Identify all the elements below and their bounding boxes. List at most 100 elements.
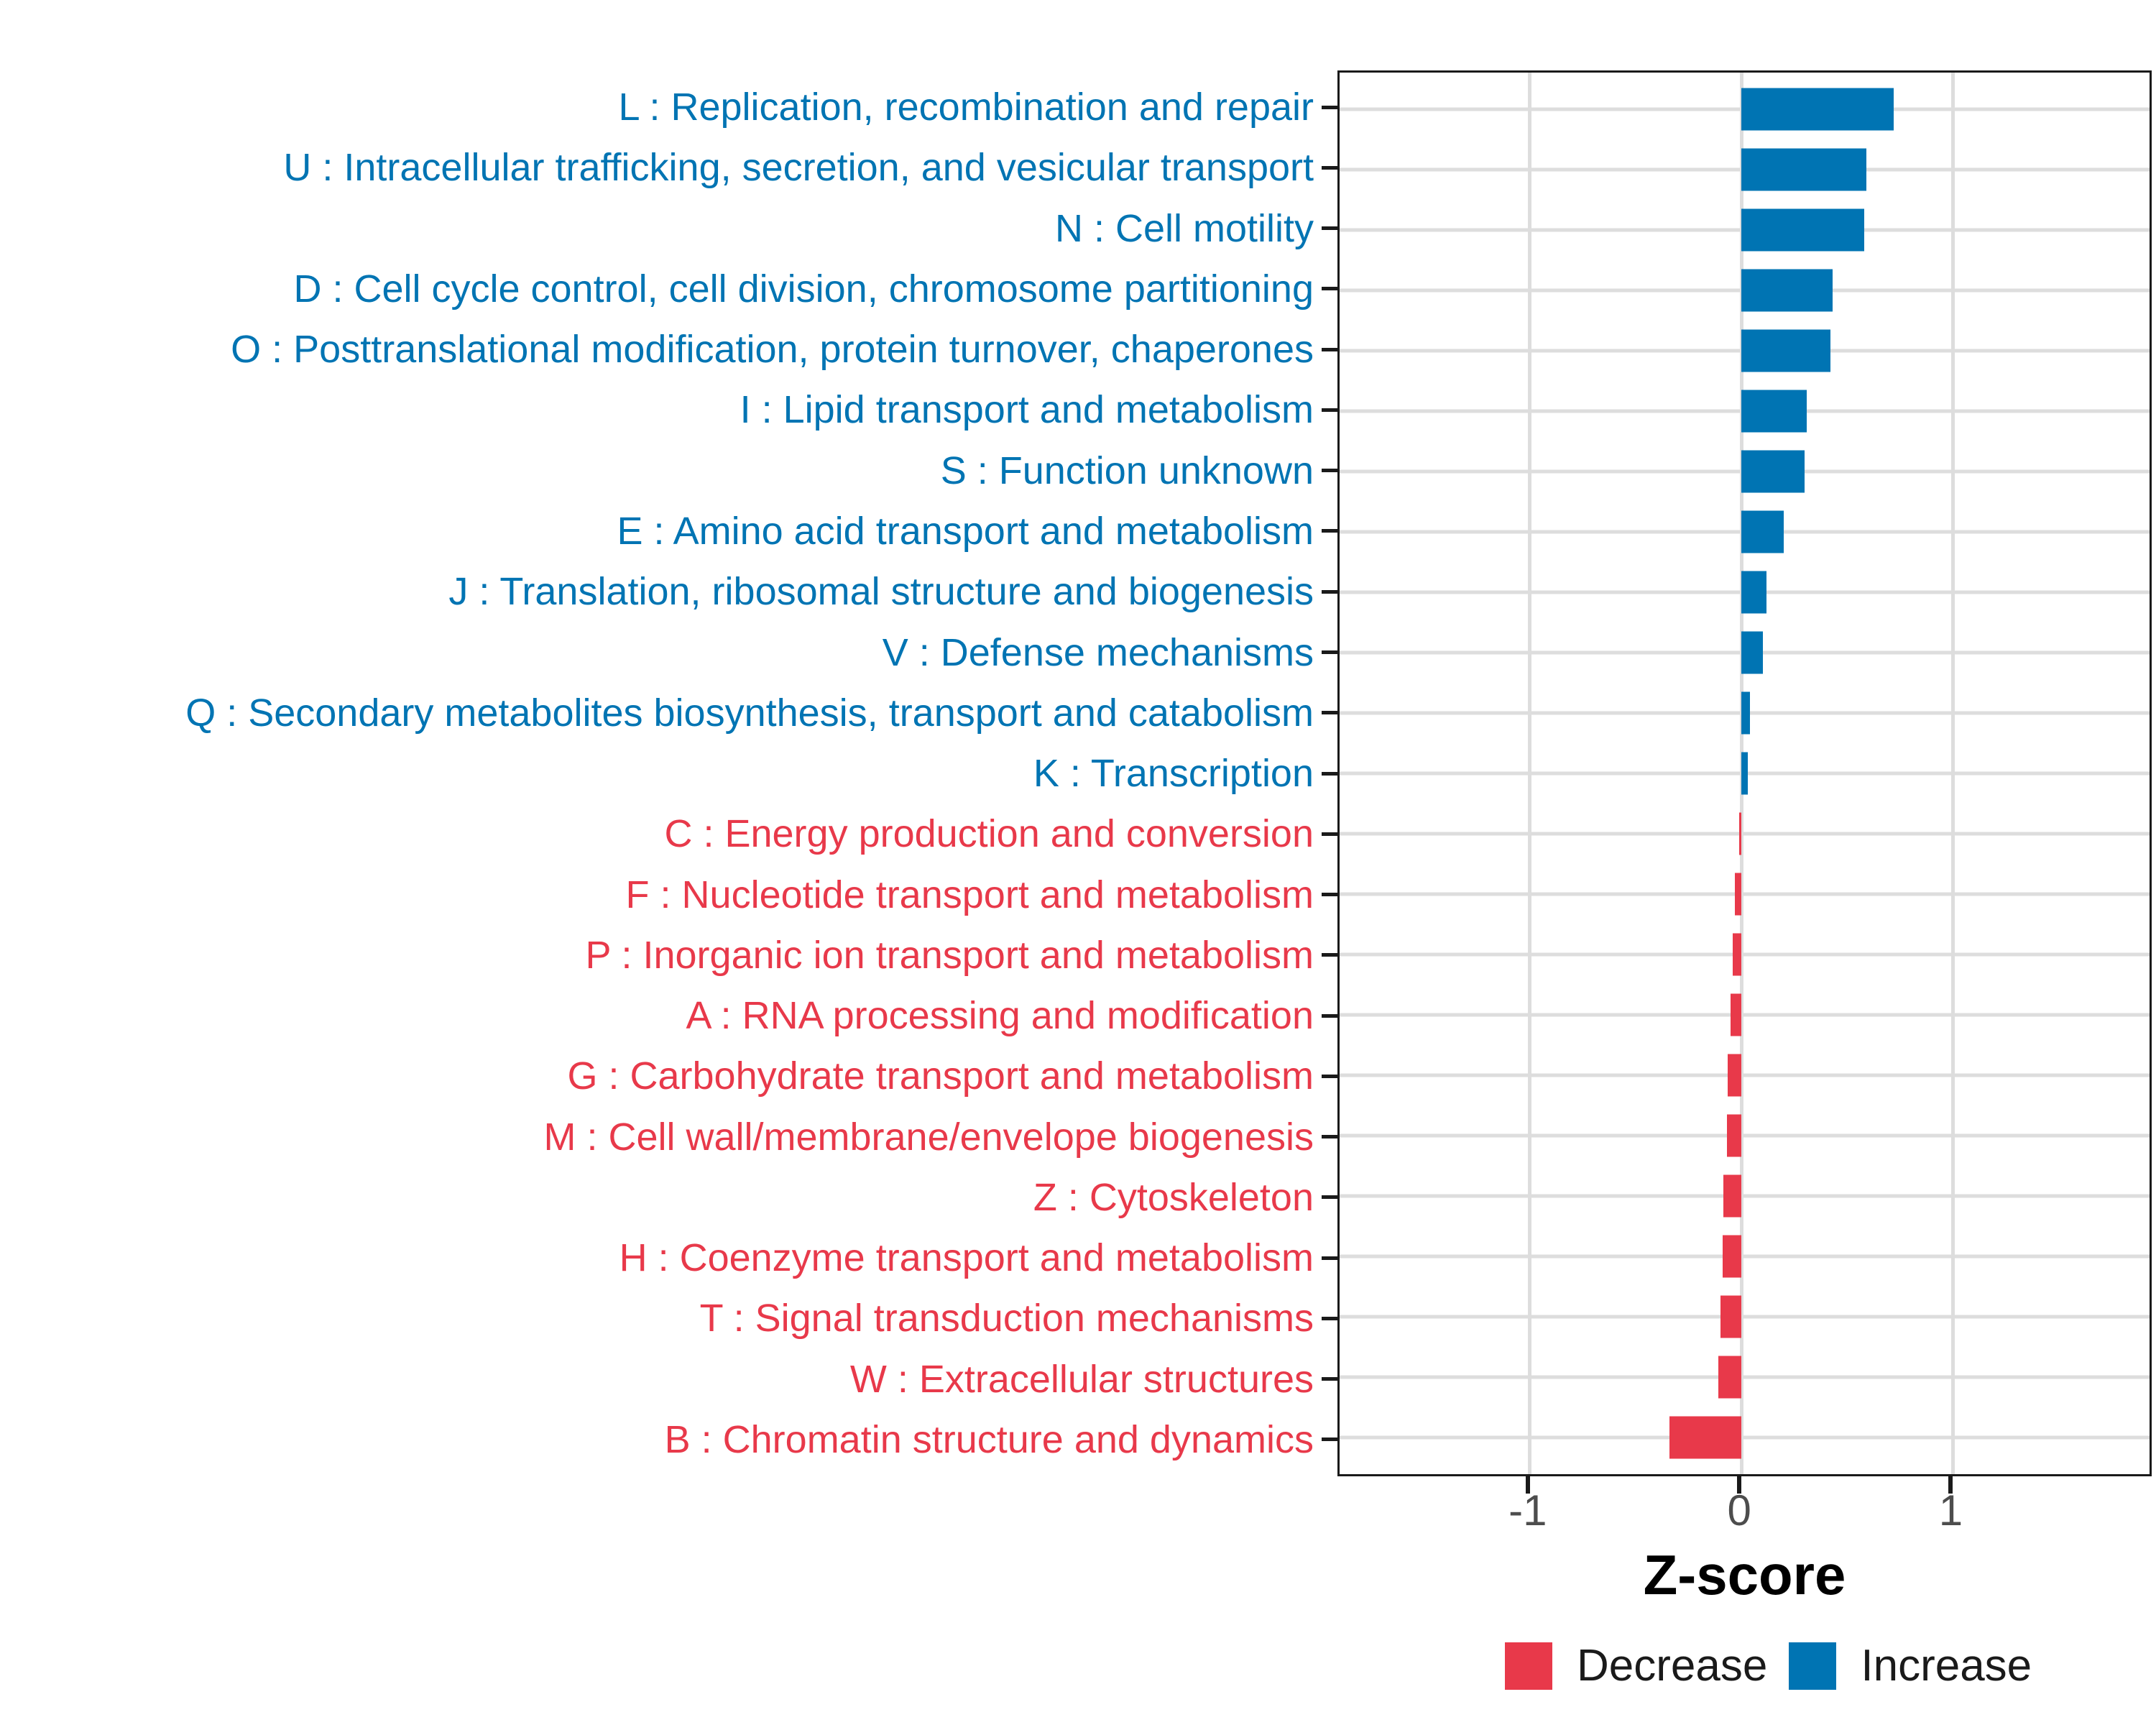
legend-key-increase <box>1789 1642 1837 1690</box>
bar-S <box>1741 450 1805 493</box>
gridline-row-M <box>1340 1133 2150 1138</box>
category-label-row-K: K : Transcription <box>0 743 1314 804</box>
bar-row-D <box>1340 260 2150 321</box>
bar-row-T <box>1340 1287 2150 1347</box>
category-label-row-M: M : Cell wall/membrane/envelope biogenes… <box>0 1107 1314 1167</box>
y-tick-L <box>1322 105 1337 109</box>
bar-row-K <box>1340 743 2150 804</box>
bar-row-S <box>1340 441 2150 502</box>
gridline-row-A <box>1340 1013 2150 1017</box>
y-tick-H <box>1322 1256 1337 1260</box>
bar-rows <box>1340 73 2150 1474</box>
bar-row-H <box>1340 1226 2150 1287</box>
bar-Z <box>1723 1174 1742 1218</box>
category-label-E: E : Amino acid transport and metabolism <box>617 509 1314 553</box>
category-label-V: V : Defense mechanisms <box>882 630 1314 674</box>
y-tick-W <box>1322 1377 1337 1381</box>
category-label-row-Q: Q : Secondary metabolites biosynthesis, … <box>0 683 1314 743</box>
category-label-row-C: C : Energy production and conversion <box>0 804 1314 864</box>
bar-D <box>1741 269 1833 312</box>
bar-K <box>1741 752 1748 795</box>
bar-row-C <box>1340 804 2150 864</box>
category-label-K: K : Transcription <box>1033 752 1314 796</box>
category-label-row-B: B : Chromatin structure and dynamics <box>0 1409 1314 1470</box>
category-label-row-N: N : Cell motility <box>0 198 1314 259</box>
category-label-row-O: O : Posttranslational modification, prot… <box>0 319 1314 380</box>
category-label-F: F : Nucleotide transport and metabolism <box>625 873 1314 916</box>
bar-G <box>1728 1054 1742 1097</box>
bar-B <box>1669 1416 1742 1459</box>
category-label-row-G: G : Carbohydrate transport and metabolis… <box>0 1046 1314 1106</box>
bar-row-A <box>1340 985 2150 1045</box>
bar-row-G <box>1340 1045 2150 1105</box>
category-label-U: U : Intracellular trafficking, secretion… <box>283 146 1314 190</box>
x-tick--1 <box>1525 1476 1530 1494</box>
category-label-L: L : Replication, recombination and repai… <box>618 86 1314 129</box>
legend-label-increase: Increase <box>1861 1641 2032 1690</box>
y-tick-Z <box>1322 1195 1337 1200</box>
category-label-Q: Q : Secondary metabolites biosynthesis, … <box>185 691 1314 735</box>
category-label-H: H : Coenzyme transport and metabolism <box>619 1236 1314 1280</box>
bar-F <box>1735 873 1742 916</box>
category-label-G: G : Carbohydrate transport and metabolis… <box>567 1054 1314 1098</box>
y-tick-E <box>1322 529 1337 533</box>
x-tick-label-1: 1 <box>1938 1486 1963 1535</box>
category-label-row-W: W : Extracellular structures <box>0 1349 1314 1409</box>
bar-row-N <box>1340 200 2150 260</box>
bar-L <box>1741 88 1894 131</box>
bar-row-Z <box>1340 1166 2150 1226</box>
y-tick-D <box>1322 287 1337 291</box>
category-label-M: M : Cell wall/membrane/envelope biogenes… <box>543 1115 1314 1159</box>
bar-row-F <box>1340 864 2150 924</box>
bar-P <box>1733 933 1742 976</box>
gridline-row-B <box>1340 1435 2150 1440</box>
legend-label-decrease: Decrease <box>1577 1641 1768 1690</box>
gridline-row-T <box>1340 1315 2150 1319</box>
category-label-row-E: E : Amino acid transport and metabolism <box>0 501 1314 561</box>
category-label-O: O : Posttranslational modification, prot… <box>231 328 1314 372</box>
x-tick-0 <box>1737 1476 1742 1494</box>
bar-row-J <box>1340 562 2150 622</box>
category-label-row-V: V : Defense mechanisms <box>0 622 1314 682</box>
category-axis-labels: L : Replication, recombination and repai… <box>0 70 1314 1476</box>
x-axis-title: Z-score <box>1643 1543 1846 1606</box>
y-tick-C <box>1322 832 1337 836</box>
gridline-row-P <box>1340 952 2150 957</box>
bar-row-M <box>1340 1105 2150 1166</box>
category-label-N: N : Cell motility <box>1054 206 1314 250</box>
bar-C <box>1739 812 1742 855</box>
bar-M <box>1726 1114 1742 1157</box>
y-tick-V <box>1322 650 1337 654</box>
category-label-D: D : Cell cycle control, cell division, c… <box>293 267 1314 310</box>
bar-row-B <box>1340 1407 2150 1468</box>
y-tick-Q <box>1322 711 1337 715</box>
bar-J <box>1741 571 1767 614</box>
category-label-S: S : Function unknown <box>940 448 1314 492</box>
category-label-row-A: A : RNA processing and modification <box>0 985 1314 1046</box>
y-tick-O <box>1322 347 1337 351</box>
category-label-row-D: D : Cell cycle control, cell division, c… <box>0 259 1314 319</box>
bar-W <box>1718 1356 1742 1399</box>
category-label-W: W : Extracellular structures <box>849 1357 1314 1401</box>
category-label-row-J: J : Translation, ribosomal structure and… <box>0 561 1314 622</box>
bar-A <box>1731 993 1742 1036</box>
bar-U <box>1741 148 1866 191</box>
bar-row-Q <box>1340 683 2150 743</box>
y-tick-J <box>1322 589 1337 594</box>
bar-row-W <box>1340 1347 2150 1407</box>
bar-row-P <box>1340 924 2150 985</box>
y-tick-T <box>1322 1316 1337 1320</box>
category-label-row-U: U : Intracellular trafficking, secretion… <box>0 137 1314 198</box>
gridline-row-Z <box>1340 1194 2150 1198</box>
y-tick-B <box>1322 1438 1337 1442</box>
legend-key-decrease <box>1505 1642 1552 1690</box>
bar-row-E <box>1340 502 2150 562</box>
category-label-T: T : Signal transduction mechanisms <box>699 1297 1314 1340</box>
y-tick-F <box>1322 893 1337 897</box>
y-tick-P <box>1322 953 1337 957</box>
category-label-row-Z: Z : Cytoskeleton <box>0 1167 1314 1228</box>
category-label-J: J : Translation, ribosomal structure and… <box>448 570 1314 614</box>
y-tick-A <box>1322 1013 1337 1018</box>
bar-V <box>1741 631 1763 674</box>
